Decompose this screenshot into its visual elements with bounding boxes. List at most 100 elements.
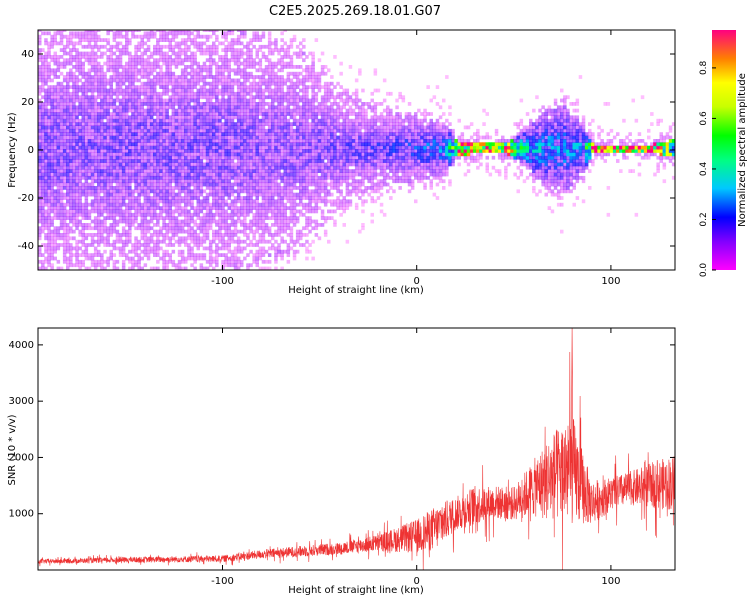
spectrogram-cell xyxy=(177,253,182,257)
spectrogram-cell xyxy=(159,182,163,187)
spectrogram-cell xyxy=(236,145,241,150)
spectrogram-cell xyxy=(205,149,210,153)
spectrogram-cell xyxy=(187,115,191,120)
spectrogram-cell xyxy=(125,115,129,120)
spectrogram-cell xyxy=(115,233,120,237)
spectrogram-cell xyxy=(93,132,98,136)
spectrogram-cell xyxy=(41,266,45,270)
spectrogram-cell xyxy=(218,135,222,140)
spectrogram-cell xyxy=(112,149,117,153)
spectrogram-cell xyxy=(196,128,200,133)
spectrogram-cell xyxy=(56,122,61,126)
spectrogram-cell xyxy=(286,189,291,194)
spectrogram-cell xyxy=(236,206,241,210)
spectrogram-cell xyxy=(184,259,188,264)
spectrogram-cell xyxy=(75,61,79,66)
spectrogram-cell xyxy=(221,125,225,130)
spectrogram-cell xyxy=(140,233,144,237)
spectrogram-cell xyxy=(227,81,231,86)
spectrogram-cell xyxy=(90,139,95,143)
spectrogram-cell xyxy=(205,34,210,39)
spectrogram-cell xyxy=(240,259,244,264)
spectrogram-cell xyxy=(280,209,284,214)
spectrogram-cell xyxy=(50,239,54,244)
spectrogram-cell xyxy=(125,135,129,140)
spectrogram-cell xyxy=(168,216,172,220)
spectrogram-cell xyxy=(208,159,213,163)
spectrogram-cell xyxy=(283,189,287,194)
spectrogram-cell xyxy=(240,145,244,150)
spectrogram-cell xyxy=(255,199,259,204)
spectrogram-cell xyxy=(215,122,219,126)
spectrogram-cell xyxy=(227,192,231,197)
spectrogram-cell xyxy=(53,199,57,204)
spectrogram-cell xyxy=(112,91,117,96)
spectrogram-cell xyxy=(134,55,138,59)
spectrogram-cell xyxy=(90,102,95,106)
spectrogram-cell xyxy=(75,253,79,257)
spectrogram-cell xyxy=(202,78,207,83)
spectrogram-cell xyxy=(44,199,48,204)
spectrogram-cell xyxy=(59,149,64,153)
spectrogram-cell xyxy=(221,88,225,93)
spectrogram-cell xyxy=(177,95,182,100)
spectrogram-cell xyxy=(274,78,278,83)
spectrogram-cell xyxy=(106,105,110,110)
spectrogram-cell xyxy=(56,186,61,190)
spectrogram-cell xyxy=(90,192,95,197)
spectrogram-cell xyxy=(103,98,107,103)
spectrogram-cell xyxy=(212,266,216,270)
spectrogram-cell xyxy=(218,199,222,204)
spectrogram-cell xyxy=(171,75,176,79)
spectrogram-cell xyxy=(62,172,67,177)
spectrogram-cell xyxy=(193,266,197,270)
spectrogram-cell xyxy=(97,78,101,83)
spectrogram-cell xyxy=(286,71,291,76)
spectrogram-cell xyxy=(81,68,85,73)
spectrogram-cell xyxy=(227,68,231,73)
spectrogram-cell xyxy=(84,108,89,113)
spectrogram-cell xyxy=(165,186,169,190)
spectrogram-cell xyxy=(134,172,138,177)
spectrogram-cell xyxy=(118,78,123,83)
spectrogram-cell xyxy=(205,30,210,32)
spectrogram-cell xyxy=(208,206,213,210)
spectrogram-cell xyxy=(62,216,67,220)
spectrogram-cell xyxy=(252,44,256,49)
spectrogram-cell xyxy=(289,98,294,103)
spectrogram-cell xyxy=(212,256,216,261)
spectrogram-cell xyxy=(93,95,98,100)
spectrogram-cell xyxy=(180,30,185,32)
spectrogram-cell xyxy=(280,81,284,86)
spectrogram-cell xyxy=(78,112,82,116)
spectrogram-cell xyxy=(47,192,51,197)
spectrogram-cell xyxy=(215,44,219,49)
spectrogram-cell xyxy=(66,149,70,153)
spectrogram-cell xyxy=(193,192,197,197)
spectrogram-cell xyxy=(75,98,79,103)
spectrogram-cell xyxy=(162,78,166,83)
spectrogram-cell xyxy=(190,122,194,126)
spectrogram-cell xyxy=(283,155,287,160)
spectrogram-cell xyxy=(233,145,238,150)
spectrogram-cell xyxy=(125,253,129,257)
spectrogram-cell xyxy=(134,105,138,110)
spectrogram-cell xyxy=(174,102,179,106)
spectrogram-cell xyxy=(128,41,132,46)
spectrogram-cell xyxy=(103,152,107,157)
spectrogram-cell xyxy=(56,179,61,184)
spectrogram-cell xyxy=(283,172,287,177)
spectrogram-cell xyxy=(66,115,70,120)
spectrogram-cell xyxy=(97,75,101,79)
spectrogram-cell xyxy=(100,112,104,116)
spectrogram-cell xyxy=(286,55,291,59)
spectrogram-cell xyxy=(205,259,210,264)
spectrogram-cell xyxy=(118,58,123,63)
spectrogram-cell xyxy=(215,142,219,147)
spectrogram-cell xyxy=(66,189,70,194)
spectrogram-cell xyxy=(47,155,51,160)
spectrogram-cell xyxy=(221,263,225,268)
spectrogram-cell xyxy=(97,236,101,241)
spectrogram-cell xyxy=(112,108,117,113)
spectrogram-cell xyxy=(143,135,148,140)
